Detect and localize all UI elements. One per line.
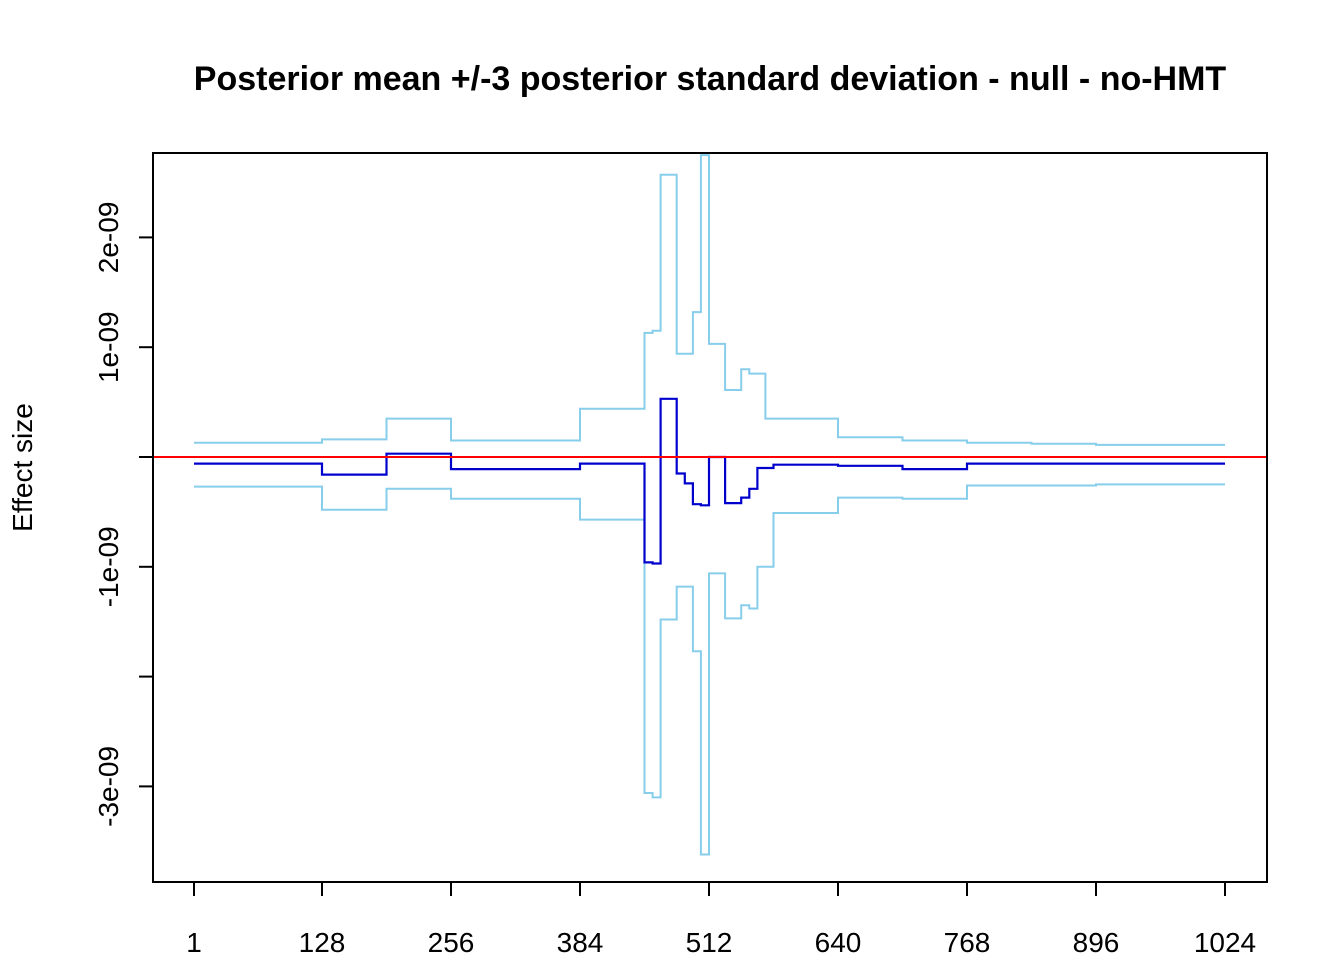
series-line-mean [194, 397, 1225, 565]
series-line-lower [194, 483, 1225, 856]
x-tick-label: 768 [944, 927, 991, 958]
y-tick-label: -3e-09 [93, 746, 124, 827]
x-tick-label: 1 [186, 927, 202, 958]
x-tick-label: 256 [428, 927, 475, 958]
plot-frame [152, 152, 1268, 883]
series-line-upper [194, 154, 1225, 446]
y-axis-label: Effect size [7, 403, 38, 532]
y-axis: -3e-09 -1e-09 1e-09 2e-09 [93, 202, 153, 827]
x-tick-label: 128 [299, 927, 346, 958]
x-tick-label: 384 [557, 927, 604, 958]
y-tick-label: 1e-09 [93, 311, 124, 383]
x-tick-label: 640 [815, 927, 862, 958]
x-tick-label: 1024 [1194, 927, 1256, 958]
x-tick-label: 896 [1073, 927, 1120, 958]
x-axis: 1 128 256 384 512 640 768 896 1024 [186, 882, 1256, 958]
y-tick-label: 2e-09 [93, 202, 124, 274]
y-tick-label: -1e-09 [93, 526, 124, 607]
x-tick-label: 512 [686, 927, 733, 958]
plot-area [153, 154, 1267, 856]
chart-title: Posterior mean +/-3 posterior standard d… [194, 60, 1227, 98]
